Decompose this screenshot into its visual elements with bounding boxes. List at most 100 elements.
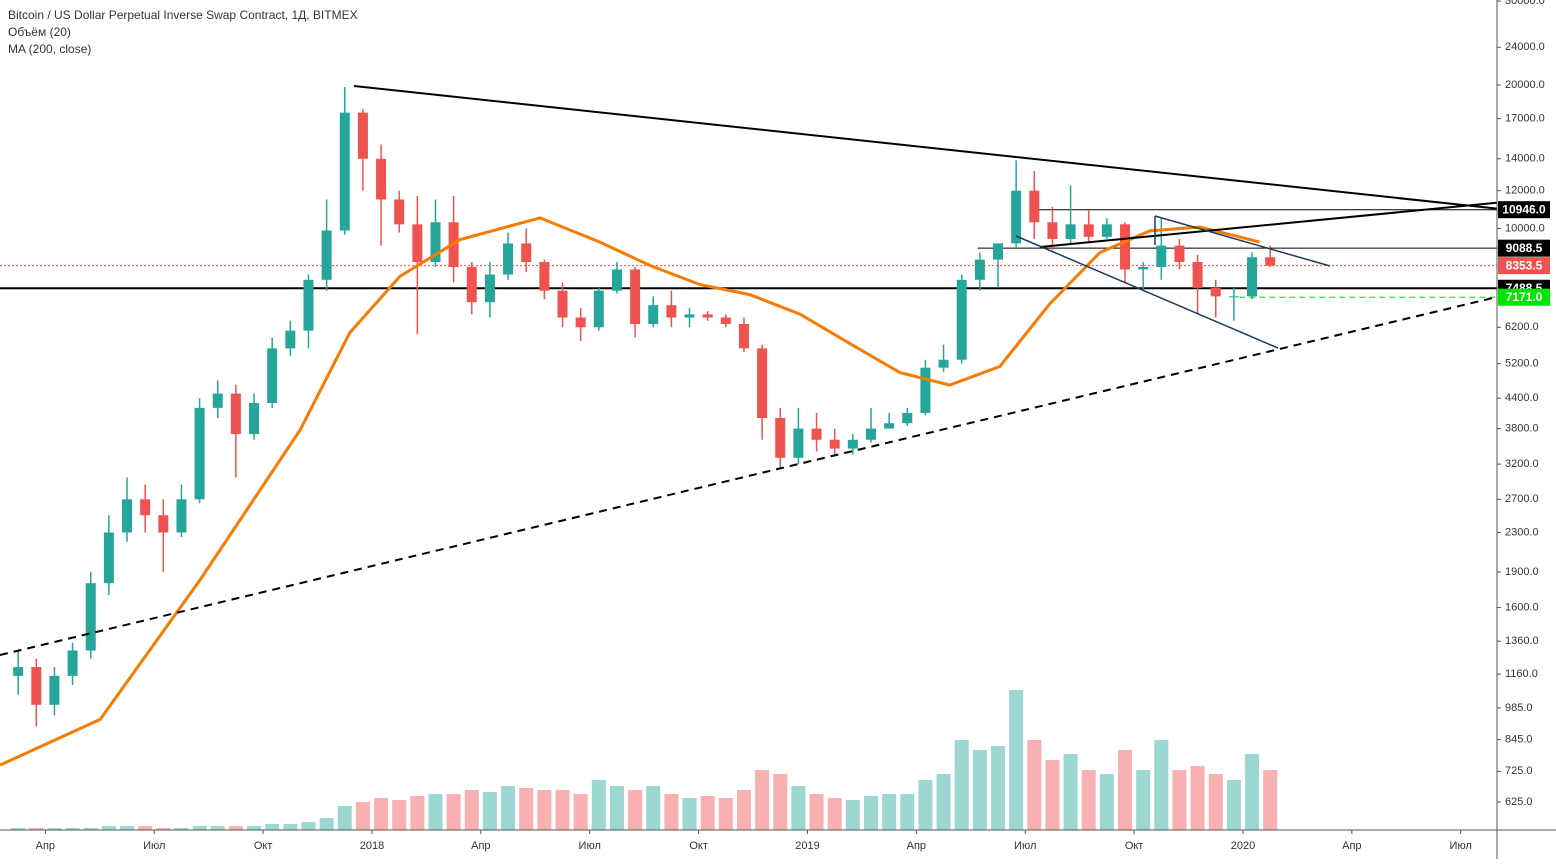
- volume-bar: [337, 806, 352, 830]
- volume-bar: [1208, 774, 1223, 830]
- volume-bar: [609, 786, 624, 830]
- candle-body: [630, 269, 641, 324]
- volume-bar: [1190, 766, 1205, 830]
- candle-body: [720, 317, 731, 324]
- candle-body: [1047, 222, 1058, 240]
- volume-bar: [228, 826, 243, 830]
- price-label: 7171.0: [1506, 290, 1543, 304]
- volume-bar: [265, 824, 280, 830]
- x-tick-label: Апр: [907, 840, 926, 852]
- candle-body: [1138, 266, 1149, 270]
- candle-body: [956, 279, 967, 360]
- volume-bar: [1045, 760, 1060, 830]
- volume-bar: [827, 798, 842, 830]
- legend-ma: MA (200, close): [8, 42, 91, 56]
- volume-bar: [1245, 754, 1260, 830]
- volume-bar: [410, 796, 425, 830]
- volume-bar: [700, 796, 715, 830]
- plot: [0, 87, 1497, 830]
- candle-body: [993, 243, 1003, 260]
- volume-bar: [972, 750, 987, 830]
- volume-bar: [156, 828, 171, 830]
- candle-body: [285, 330, 296, 349]
- x-tick-label: Апр: [1342, 840, 1361, 852]
- volume-bar: [11, 828, 26, 830]
- volume-bar: [573, 794, 588, 830]
- y-tick-label: 985.0: [1505, 702, 1533, 714]
- x-tick-label: Июл: [1014, 840, 1036, 852]
- candle-body: [811, 428, 822, 440]
- price-label-box: [1498, 288, 1550, 306]
- candle-body: [539, 262, 550, 291]
- candle-body: [974, 259, 985, 280]
- moving-average: [0, 216, 1261, 767]
- candle-body: [865, 428, 876, 440]
- y-tick-label: 6200.0: [1505, 321, 1539, 333]
- candle-body: [31, 667, 42, 705]
- candle-body: [194, 407, 205, 500]
- candle-body: [303, 279, 314, 331]
- candle-body: [1101, 224, 1112, 237]
- volume-bar: [1172, 770, 1187, 830]
- candle-body: [847, 439, 858, 449]
- trend-line: [353, 85, 1556, 216]
- x-tick-label: Июл: [579, 840, 601, 852]
- volume-bar: [392, 800, 407, 830]
- volume-bar: [83, 828, 98, 830]
- candle-body: [1065, 224, 1076, 240]
- price-label: 9088.5: [1506, 241, 1543, 255]
- candle-body: [85, 583, 96, 651]
- volume-bar: [1099, 774, 1114, 830]
- volume-bar: [1226, 780, 1241, 830]
- candle-body: [357, 112, 368, 159]
- volume-bar: [464, 790, 479, 830]
- candle-body: [1228, 296, 1239, 298]
- legend-volume: Объём (20): [8, 25, 71, 39]
- candle-body: [648, 305, 659, 324]
- candle-body: [757, 348, 768, 418]
- volume-bar: [1136, 770, 1151, 830]
- volume-bar: [991, 746, 1005, 830]
- volume-bar: [29, 828, 44, 830]
- y-tick-label: 2700.0: [1505, 493, 1539, 505]
- price-label-box: [1498, 257, 1550, 275]
- volume-bar: [845, 800, 860, 830]
- candle-body: [775, 417, 786, 458]
- x-tick-label: Апр: [36, 840, 55, 852]
- volume-bar: [1263, 770, 1278, 830]
- volume-bar: [501, 786, 516, 830]
- volume-bar: [446, 794, 461, 830]
- candle-body: [902, 412, 913, 424]
- candle-body: [1083, 224, 1094, 237]
- candle-body: [49, 675, 60, 705]
- y-tick-label: 10000.0: [1505, 222, 1545, 234]
- y-tick-label: 24000.0: [1505, 41, 1545, 53]
- volume-bar: [537, 790, 552, 830]
- x-tick-label: Июл: [1450, 840, 1472, 852]
- x-tick-label: 2020: [1231, 840, 1255, 852]
- candle-body: [230, 393, 241, 435]
- candle-body: [176, 499, 187, 533]
- volume-bar: [1154, 740, 1169, 830]
- candle-body: [13, 667, 24, 676]
- volume-bar: [682, 798, 697, 830]
- volume-bar: [355, 802, 370, 830]
- volume-bar: [809, 794, 824, 830]
- volume-bar: [47, 828, 62, 830]
- support-line: [0, 296, 1498, 656]
- volume-bar: [664, 794, 679, 830]
- time-axis: [0, 830, 1556, 859]
- candle-body: [430, 222, 441, 263]
- y-tick-label: 4400.0: [1505, 392, 1539, 404]
- volume-bar: [882, 794, 897, 830]
- y-tick-label: 3200.0: [1505, 458, 1539, 470]
- y-tick-label: 1360.0: [1505, 635, 1539, 647]
- candle-body: [484, 274, 495, 303]
- candle-body: [267, 348, 278, 404]
- volume-bar: [428, 794, 443, 830]
- y-tick-label: 625.0: [1505, 796, 1533, 808]
- y-tick-label: 14000.0: [1505, 153, 1545, 165]
- volume-bar: [718, 798, 733, 830]
- volume-bar: [1063, 754, 1078, 830]
- candle-body: [103, 532, 114, 584]
